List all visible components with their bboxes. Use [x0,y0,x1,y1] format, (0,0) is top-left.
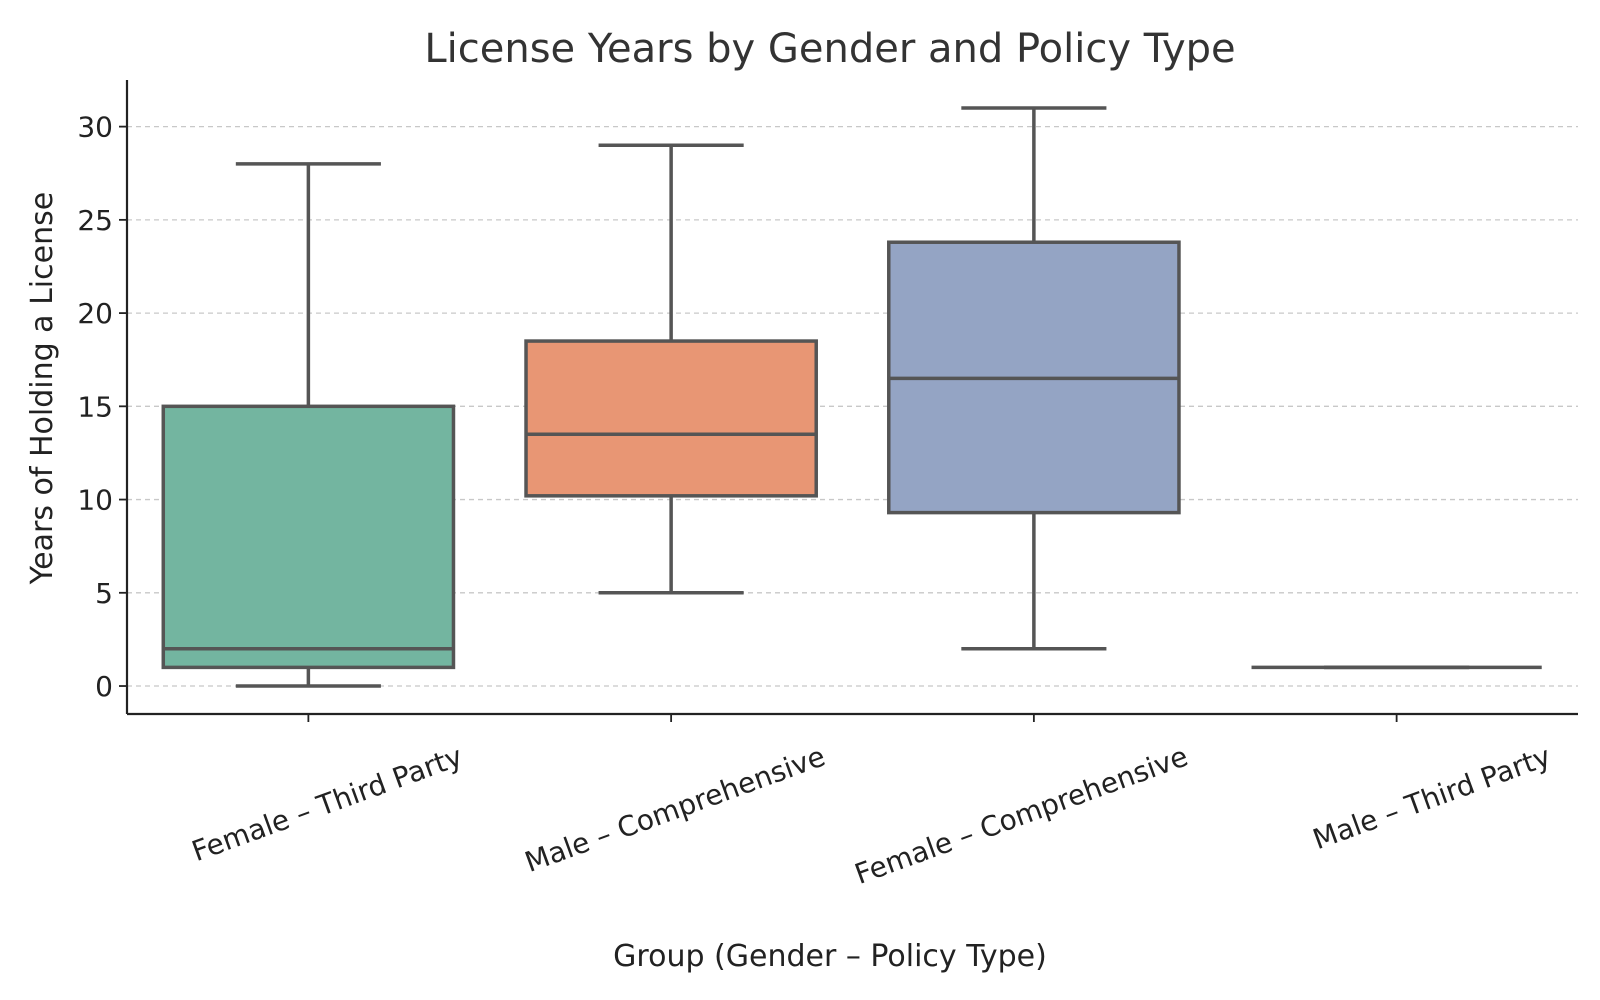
x-tick-label-4: Male – Third Party [1309,740,1555,857]
y-axis-label: Years of Holding a License [25,192,60,585]
y-tick-label-0: 0 [95,670,113,703]
y-tick-label-20: 20 [77,297,113,330]
boxes [161,106,1542,688]
y-tick-label-25: 25 [77,204,113,237]
chart-title: License Years by Gender and Policy Type [424,26,1235,72]
y-ticks: 0 5 10 15 20 25 30 [77,111,127,703]
box-iqr [161,404,456,670]
x-tick-label-3: Female – Comprehensive [850,740,1192,891]
box-group-3 [887,106,1181,651]
y-tick-label-10: 10 [77,484,113,517]
x-ticks: Female – Third Party Male – Comprehensive… [187,714,1555,891]
box-group-1 [161,162,456,688]
box-iqr [524,339,818,498]
y-tick-label-15: 15 [77,390,113,423]
grid [127,125,1578,687]
y-tick-label-5: 5 [95,577,113,610]
x-tick-label-1: Female – Third Party [187,740,466,869]
y-tick-label-30: 30 [77,111,113,144]
axes [125,80,1578,716]
x-axis-label: Group (Gender – Policy Type) [613,939,1047,974]
box-group-2 [524,143,818,595]
x-tick-label-2: Male – Comprehensive [520,740,829,879]
